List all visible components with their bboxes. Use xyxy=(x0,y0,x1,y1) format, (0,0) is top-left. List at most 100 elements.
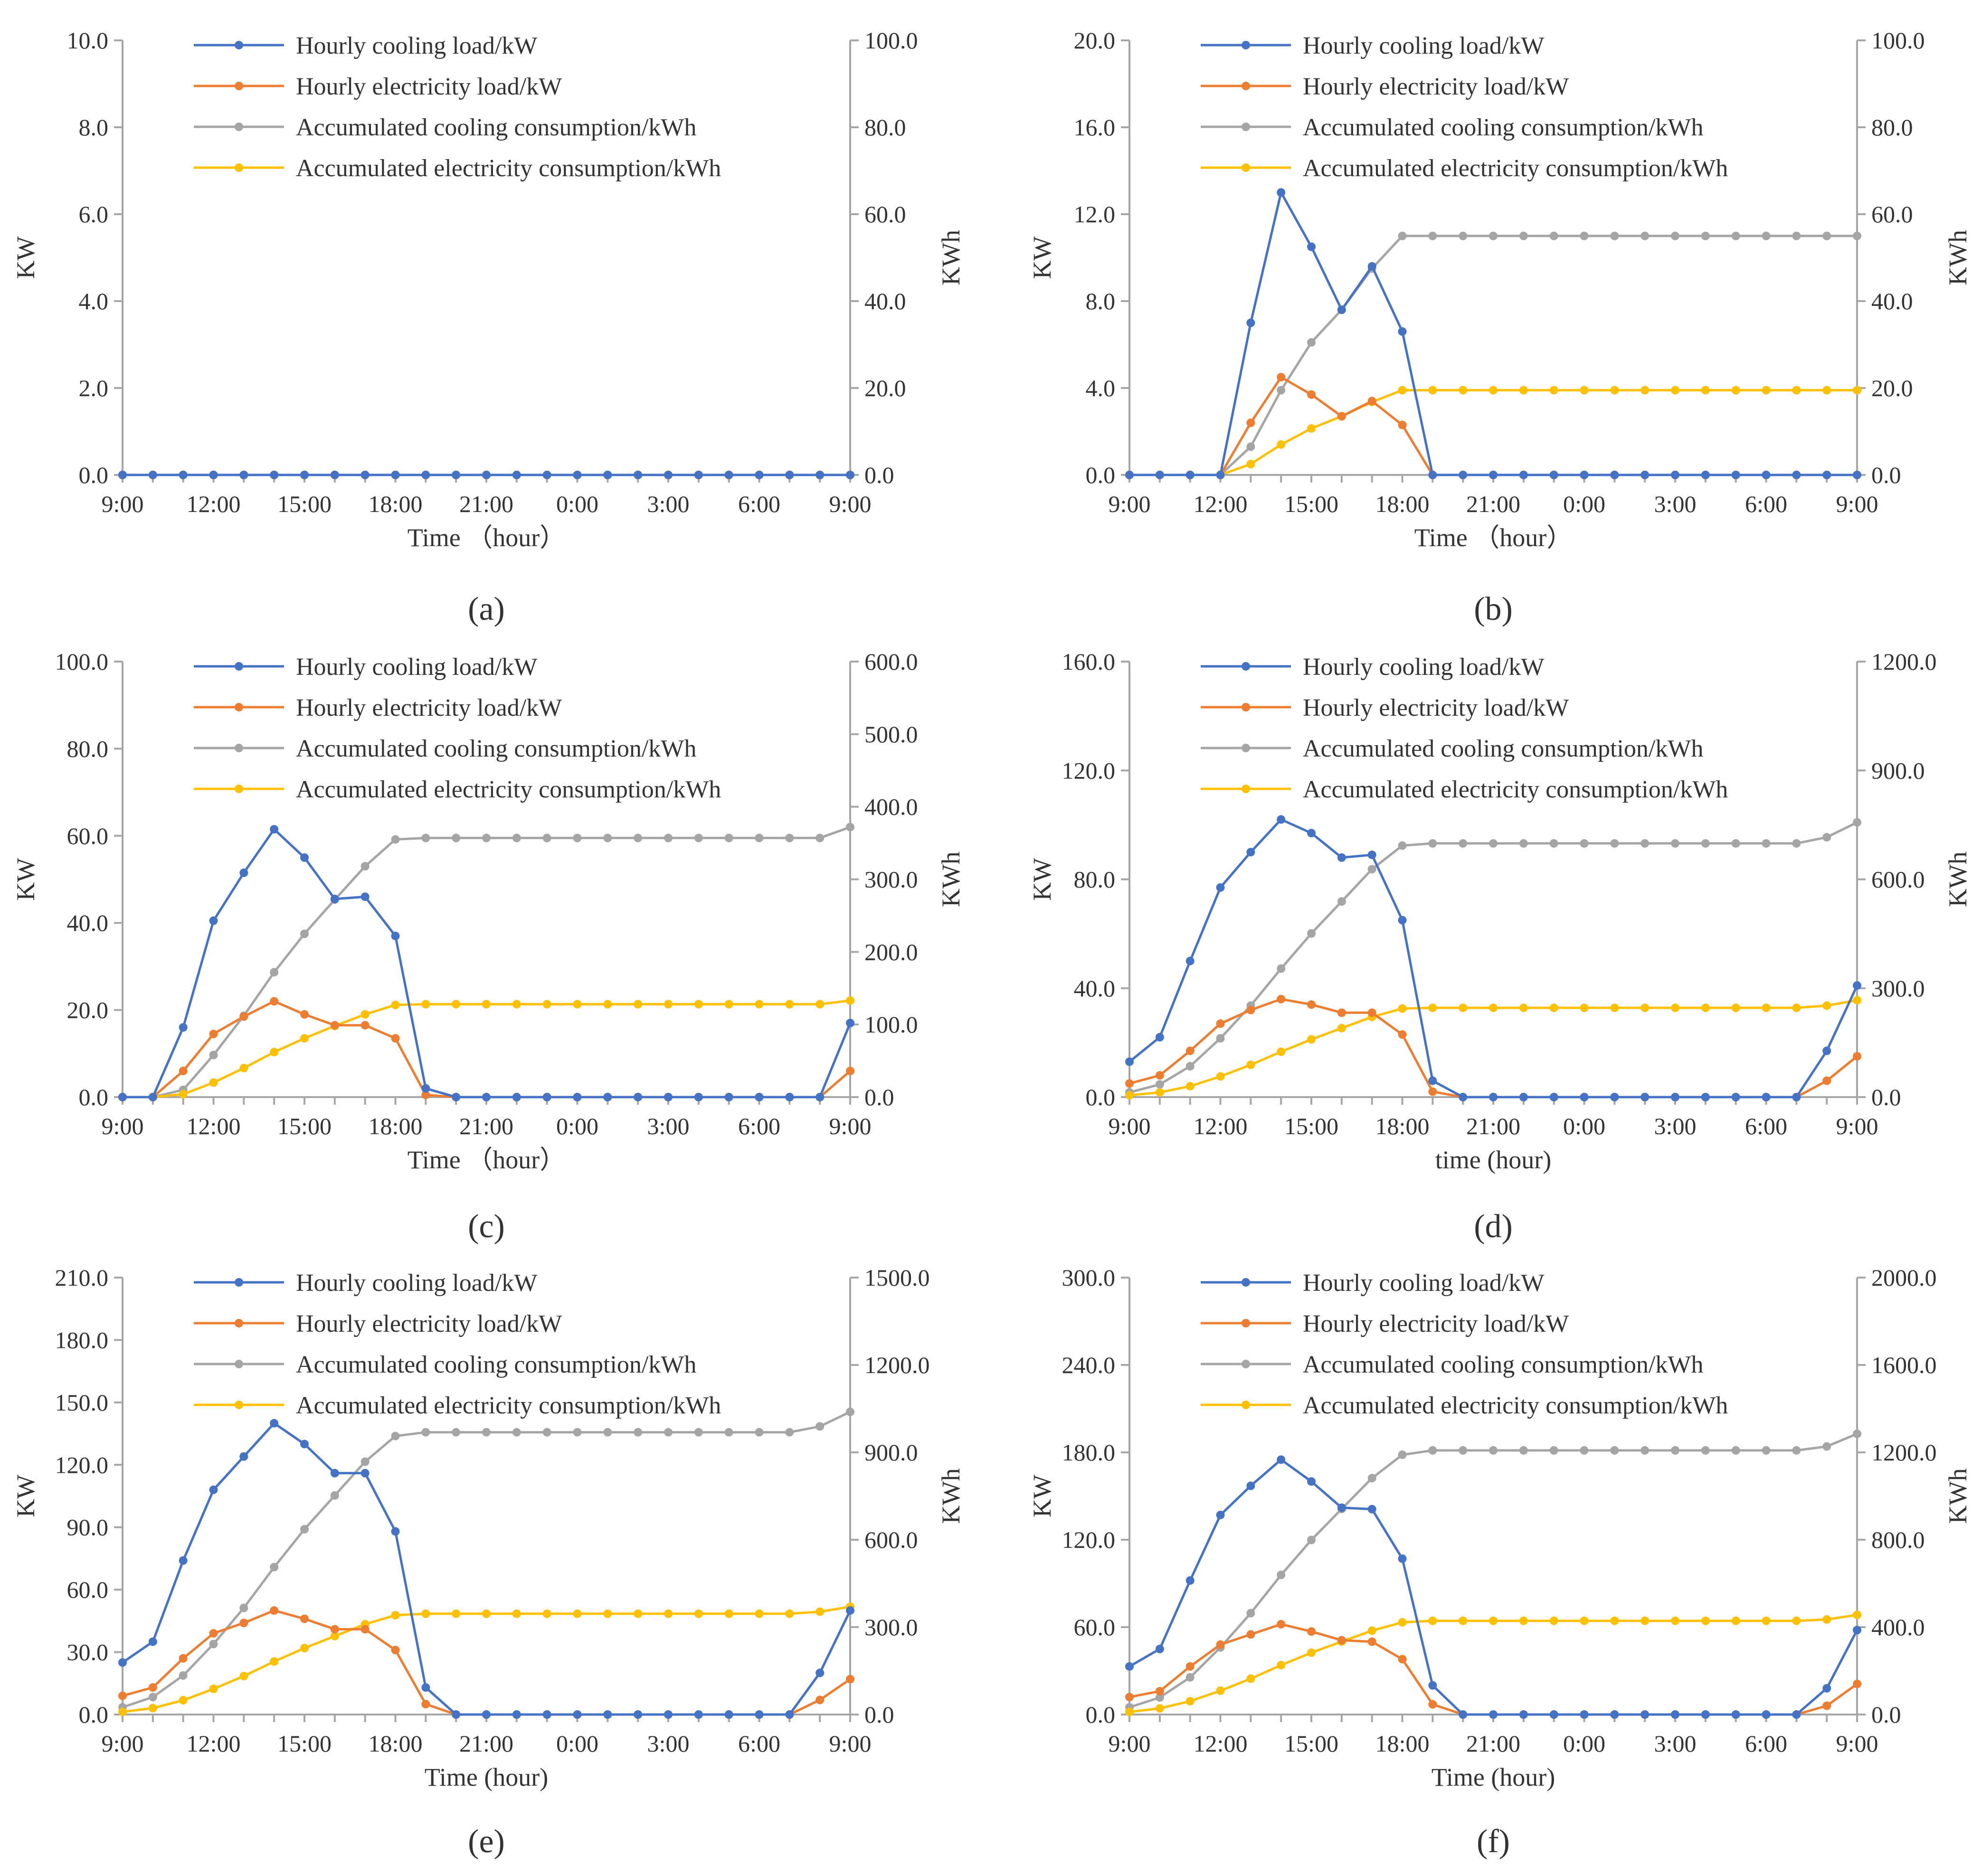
right-tick-label: 60.0 xyxy=(1871,201,1913,227)
series-3 xyxy=(118,823,854,1101)
data-point xyxy=(209,1051,218,1060)
data-point xyxy=(239,1012,248,1021)
data-point xyxy=(1641,231,1650,240)
data-point xyxy=(634,1609,643,1618)
data-point xyxy=(1459,1093,1468,1101)
data-point xyxy=(724,1000,733,1009)
data-point xyxy=(724,834,733,843)
series-line xyxy=(1129,1458,1859,1716)
legend-entry: Accumulated electricity consumption/kWh xyxy=(1201,1392,1728,1419)
data-point xyxy=(1792,1616,1801,1625)
series-1 xyxy=(118,825,854,1101)
data-point xyxy=(1641,1446,1650,1455)
data-point xyxy=(239,1672,248,1681)
data-point xyxy=(1549,1004,1558,1013)
data-point xyxy=(1155,471,1164,479)
data-point xyxy=(664,1000,673,1009)
right-tick-label: 100.0 xyxy=(864,1011,918,1038)
data-point xyxy=(1489,1616,1498,1625)
x-tick-label: 15:00 xyxy=(277,1113,332,1139)
data-point xyxy=(1277,1047,1286,1056)
data-point xyxy=(1185,1662,1195,1671)
data-point xyxy=(1398,420,1407,429)
data-point xyxy=(1246,318,1255,327)
right-tick-label: 100.0 xyxy=(864,27,918,54)
data-point xyxy=(603,1609,612,1618)
data-point xyxy=(1641,839,1650,848)
data-point xyxy=(1398,327,1407,336)
left-tick-label: 150.0 xyxy=(55,1389,109,1416)
data-point xyxy=(694,834,703,843)
data-point xyxy=(1246,1609,1255,1618)
right-tick-label: 80.0 xyxy=(1871,114,1913,141)
data-point xyxy=(1671,1093,1679,1101)
x-tick-label: 3:00 xyxy=(1654,491,1697,517)
data-point xyxy=(179,1654,188,1663)
series-1 xyxy=(1125,815,1861,1101)
x-tick-label: 21:00 xyxy=(459,1113,513,1139)
legend-label: Hourly cooling load/kW xyxy=(296,1270,537,1297)
data-point xyxy=(1125,1662,1134,1671)
data-point xyxy=(148,1683,157,1692)
data-point xyxy=(1428,471,1437,479)
data-point xyxy=(1337,1636,1346,1645)
data-point xyxy=(300,1010,309,1019)
data-point xyxy=(846,471,854,479)
x-tick-label: 15:00 xyxy=(277,1730,332,1757)
data-point xyxy=(1307,1000,1316,1009)
data-point xyxy=(1731,1710,1740,1719)
right-tick-label: 400.0 xyxy=(864,794,918,820)
data-point xyxy=(360,1010,370,1019)
data-point xyxy=(1337,1008,1346,1017)
legend-label: Hourly cooling load/kW xyxy=(1303,32,1544,59)
legend-marker xyxy=(235,1360,243,1368)
legend-label: Hourly electricity load/kW xyxy=(296,73,562,100)
x-tick-label: 12:00 xyxy=(1194,491,1248,517)
data-point xyxy=(1307,242,1316,251)
x-axis-title: Time （hour） xyxy=(408,1146,566,1174)
data-point xyxy=(1277,188,1286,197)
legend-entry: Accumulated cooling consumption/kWh xyxy=(1201,735,1703,762)
legend-label: Accumulated cooling consumption/kWh xyxy=(296,735,696,762)
data-point xyxy=(1762,1446,1771,1455)
data-point xyxy=(1459,1446,1468,1455)
data-point xyxy=(1762,1710,1771,1719)
data-point xyxy=(816,1696,825,1705)
data-point xyxy=(1853,1052,1861,1061)
x-tick-label: 9:00 xyxy=(829,491,872,517)
data-point xyxy=(1610,1093,1619,1101)
right-tick-label: 0.0 xyxy=(864,1701,894,1728)
data-point xyxy=(634,834,643,843)
x-tick-label: 3:00 xyxy=(647,1113,690,1139)
data-point xyxy=(209,471,218,479)
x-tick-label: 12:00 xyxy=(1194,1730,1248,1757)
right-tick-label: 1200.0 xyxy=(1871,648,1937,675)
data-point xyxy=(1580,231,1589,240)
x-tick-label: 6:00 xyxy=(1745,491,1787,517)
data-point xyxy=(1580,386,1589,395)
data-point xyxy=(1398,1618,1407,1627)
data-point xyxy=(239,1063,248,1072)
data-point xyxy=(1822,231,1831,240)
data-point xyxy=(1337,305,1346,314)
data-point xyxy=(421,471,430,479)
x-tick-label: 6:00 xyxy=(738,1730,780,1757)
left-axis-title: KW xyxy=(11,236,40,279)
x-tick-label: 15:00 xyxy=(1284,491,1338,517)
right-tick-label: 600.0 xyxy=(1871,866,1925,893)
data-point xyxy=(512,834,521,843)
x-tick-label: 6:00 xyxy=(1745,1730,1787,1757)
data-point xyxy=(1519,231,1528,240)
x-tick-label: 0:00 xyxy=(1563,1730,1605,1757)
data-point xyxy=(421,1090,430,1099)
data-point xyxy=(1792,1093,1801,1101)
data-point xyxy=(452,1710,461,1719)
data-point xyxy=(1489,839,1498,848)
legend-label: Accumulated electricity consumption/kWh xyxy=(1303,1392,1728,1419)
x-tick-label: 12:00 xyxy=(187,1730,241,1757)
series-4 xyxy=(118,1602,854,1716)
data-point xyxy=(1580,1710,1589,1719)
left-tick-label: 40.0 xyxy=(1074,975,1116,1002)
data-point xyxy=(1246,1630,1255,1639)
data-point xyxy=(1549,1710,1558,1719)
